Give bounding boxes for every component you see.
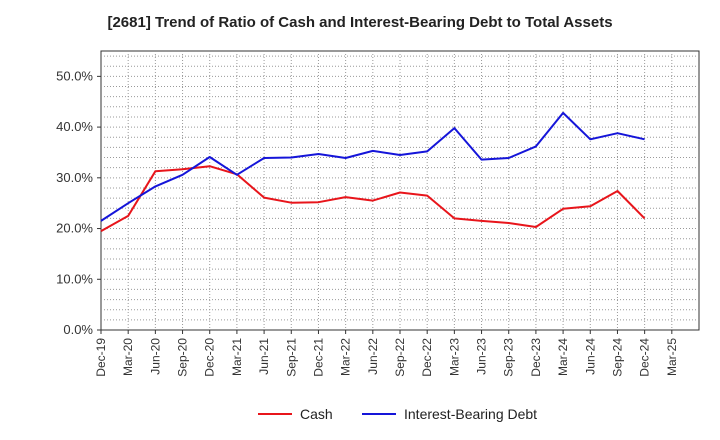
y-tick-label: 50.0% — [56, 68, 93, 83]
x-tick-label: Dec-20 — [203, 338, 217, 377]
x-tick-label: Jun-23 — [475, 338, 489, 375]
y-tick-label: 0.0% — [63, 322, 93, 337]
y-tick-label: 30.0% — [56, 170, 93, 185]
x-tick-label: Sep-20 — [176, 338, 190, 377]
x-tick-label: Dec-23 — [529, 338, 543, 377]
x-tick-label: Mar-24 — [556, 338, 570, 376]
x-tick-label: Sep-22 — [393, 338, 407, 377]
x-tick-label: Sep-24 — [610, 338, 624, 377]
x-tick-label: Mar-20 — [121, 338, 135, 376]
x-tick-label: Jun-21 — [257, 338, 271, 375]
chart-title: [2681] Trend of Ratio of Cash and Intere… — [107, 14, 613, 31]
x-tick-label: Dec-19 — [94, 338, 108, 377]
y-tick-label: 20.0% — [56, 221, 93, 236]
legend-cash-label: Cash — [300, 406, 333, 422]
y-tick-label: 10.0% — [56, 271, 93, 286]
x-tick-label: Sep-23 — [502, 338, 516, 377]
series-layer — [100, 111, 646, 232]
x-tick-label: Mar-25 — [665, 338, 679, 376]
x-tick-label: Dec-22 — [420, 338, 434, 377]
x-tick-label: Mar-22 — [339, 338, 353, 376]
x-tick-label: Dec-21 — [311, 338, 325, 377]
y-tick-label: 40.0% — [56, 119, 93, 134]
grid — [101, 51, 699, 330]
legend-interest-bearing-debt-label: Interest-Bearing Debt — [404, 406, 537, 422]
x-tick-label: Jun-22 — [366, 338, 380, 375]
y-axis: 0.0% 10.0% 20.0% 30.0% 40.0% 50.0% — [56, 68, 101, 337]
series-line-interest-bearing-debt — [100, 111, 645, 222]
legend: Cash Interest-Bearing Debt — [258, 406, 537, 422]
x-tick-label: Sep-21 — [284, 338, 298, 377]
plot-area — [100, 50, 700, 331]
x-tick-label: Mar-21 — [230, 338, 244, 376]
x-axis: Dec-19 Mar-20 Jun-20 Sep-20 Dec-20 Mar-21 Jun-… — [94, 330, 679, 377]
x-tick-label: Jun-20 — [148, 338, 162, 375]
x-tick-label: Dec-24 — [638, 338, 652, 377]
x-tick-label: Mar-23 — [447, 338, 461, 376]
x-tick-label: Jun-24 — [583, 338, 597, 375]
